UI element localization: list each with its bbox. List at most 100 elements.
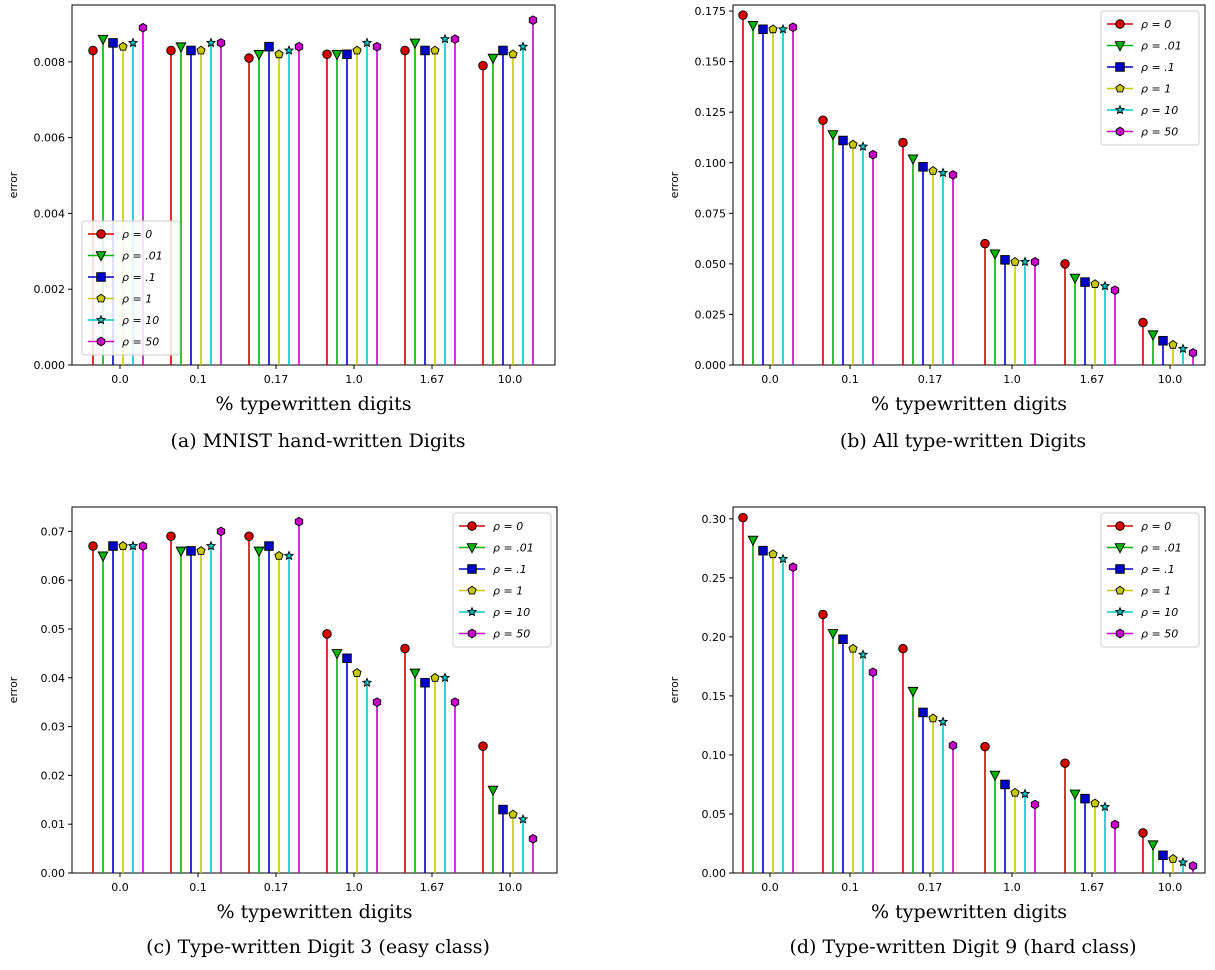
data-point <box>430 672 440 682</box>
legend-entry: ρ = .01 <box>459 542 534 555</box>
data-point <box>747 535 759 547</box>
data-point <box>294 41 304 52</box>
data-point <box>450 697 460 708</box>
data-point <box>528 15 538 25</box>
data-point <box>361 37 373 48</box>
x-tick-label: 0.17 <box>264 373 289 386</box>
legend-marker <box>467 628 477 639</box>
legend-label: ρ = .1 <box>1141 563 1175 576</box>
y-tick-label: 0.25 <box>702 572 727 585</box>
data-point <box>264 541 274 551</box>
legend-marker <box>1115 564 1125 574</box>
data-point <box>283 45 295 55</box>
data-point <box>1000 779 1010 790</box>
data-point <box>1060 758 1070 768</box>
x-tick-label: 1.0 <box>1003 373 1021 386</box>
data-point <box>1069 789 1081 801</box>
data-point <box>907 154 919 165</box>
series-0 <box>88 531 488 873</box>
y-tick-label: 0.000 <box>695 359 727 372</box>
data-point <box>166 45 176 56</box>
data-point <box>827 629 839 640</box>
data-point <box>788 22 798 33</box>
chart-panel-3: 0.00 0.01 0.02 0.03 0.04 0.05 0.06 0.07 0.0 0.1 0.… <box>7 506 558 958</box>
data-point <box>186 45 196 56</box>
data-point <box>498 804 508 815</box>
data-point <box>818 609 828 620</box>
data-point <box>1010 787 1020 797</box>
series-5 <box>788 22 1198 365</box>
data-point <box>196 45 206 55</box>
legend-marker <box>467 585 477 595</box>
legend-entry: ρ = 50 <box>1107 628 1178 641</box>
legend-entry: ρ = 0 <box>88 228 152 241</box>
data-point <box>175 546 187 558</box>
data-point <box>948 740 958 751</box>
y-tick-label: 0.050 <box>695 258 727 271</box>
data-point <box>97 34 109 46</box>
y-tick-label: 0.150 <box>695 56 727 69</box>
y-tick-label: 0.000 <box>34 359 66 372</box>
data-point <box>1099 280 1111 291</box>
plot-frame <box>71 4 556 366</box>
x-tick-label: 10.0 <box>1158 881 1183 894</box>
legend-label: ρ = .01 <box>122 250 163 263</box>
legend-marker <box>1115 83 1125 93</box>
data-point <box>848 139 858 149</box>
data-point <box>1000 255 1010 265</box>
y-axis-label: error <box>7 676 20 703</box>
data-point <box>439 672 451 683</box>
legend-marker <box>1114 41 1126 52</box>
legend-entry: ρ = 0 <box>1107 18 1171 31</box>
legend-label: ρ = 0 <box>1141 520 1171 533</box>
legend-marker <box>96 272 106 282</box>
legend-label: ρ = .1 <box>1141 61 1175 74</box>
legend-marker <box>1115 521 1125 531</box>
x-tick-label: 1.67 <box>1080 881 1105 894</box>
chart-panel-2: 0.000 0.025 0.050 0.075 0.100 0.125 0.150 0.175… <box>668 4 1206 452</box>
data-point <box>827 130 839 141</box>
legend-label: ρ = 1 <box>122 293 152 306</box>
x-tick-label: 0.1 <box>189 373 207 386</box>
data-point <box>1110 285 1120 295</box>
y-tick-label: 0.01 <box>41 818 66 831</box>
series-3 <box>118 541 518 873</box>
legend-marker <box>466 543 478 554</box>
legend-label: ρ = 10 <box>122 314 159 327</box>
data-point <box>331 50 343 61</box>
data-point <box>1010 256 1020 266</box>
data-point <box>186 546 196 556</box>
y-tick-label: 0.03 <box>41 721 66 734</box>
series-1 <box>747 535 1159 873</box>
panel-caption: (a) MNIST hand-written Digits <box>170 430 465 452</box>
data-point <box>400 643 410 654</box>
data-point <box>498 45 508 56</box>
y-tick-label: 0.006 <box>34 132 66 145</box>
x-tick-label: 1.67 <box>420 881 445 894</box>
data-point <box>331 649 343 660</box>
series-5 <box>138 516 538 873</box>
data-point <box>937 716 949 727</box>
legend-label: ρ = 1 <box>493 585 523 598</box>
data-point <box>937 167 949 178</box>
legend-marker <box>467 564 477 574</box>
series-0 <box>738 10 1148 365</box>
data-point <box>352 45 362 55</box>
data-point <box>989 249 1001 261</box>
series-4 <box>127 540 529 873</box>
data-point <box>758 24 768 35</box>
x-tick-label: 0.0 <box>761 373 779 386</box>
data-point <box>361 677 373 688</box>
x-tick-label: 0.17 <box>264 881 289 894</box>
data-point <box>342 653 352 664</box>
legend-label: ρ = .01 <box>493 542 534 555</box>
data-point <box>216 38 226 48</box>
y-tick-label: 0.175 <box>695 5 727 18</box>
data-point <box>1110 819 1120 830</box>
legend-entry: ρ = 1 <box>1107 585 1171 598</box>
legend-entry: ρ = .1 <box>1107 563 1175 576</box>
x-tick-label: 1.67 <box>1080 373 1105 386</box>
legend-entry: ρ = 50 <box>88 336 159 349</box>
legend-marker <box>1115 126 1125 137</box>
legend-marker <box>1114 104 1126 115</box>
